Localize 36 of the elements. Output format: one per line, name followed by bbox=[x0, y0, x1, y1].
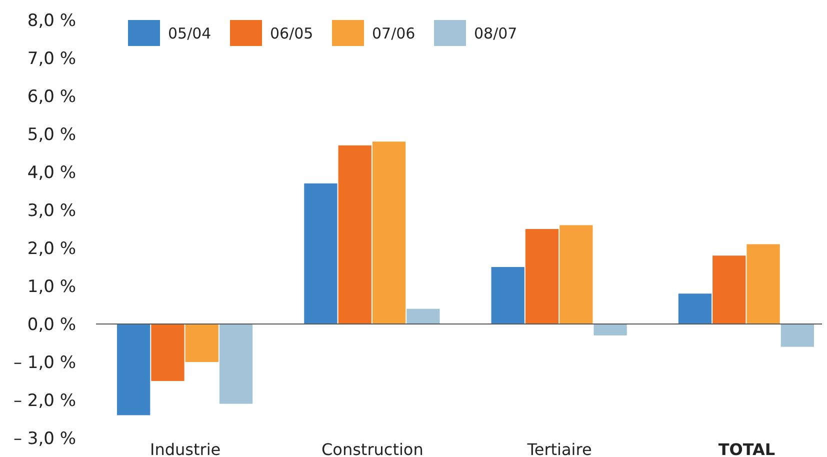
bar bbox=[678, 294, 712, 324]
bar bbox=[185, 324, 218, 362]
bar bbox=[525, 229, 559, 324]
legend-label: 08/07 bbox=[474, 24, 518, 42]
x-tick-label: Industrie bbox=[150, 440, 221, 457]
bar bbox=[304, 183, 338, 324]
y-tick-label: 4,0 % bbox=[27, 162, 76, 183]
legend-label: 07/06 bbox=[372, 24, 416, 42]
bar bbox=[338, 145, 372, 324]
bar bbox=[372, 142, 406, 324]
bar bbox=[780, 324, 814, 347]
bar bbox=[406, 308, 440, 324]
bar bbox=[117, 324, 150, 416]
y-tick-label: 0,0 % bbox=[27, 314, 76, 335]
bar bbox=[594, 324, 627, 336]
bar bbox=[219, 324, 253, 404]
x-tick-label: Construction bbox=[321, 440, 424, 457]
y-tick-label: 1,0 % bbox=[27, 276, 76, 297]
y-tick-label: 3,0 % bbox=[27, 200, 76, 221]
bar bbox=[491, 267, 524, 324]
y-tick-label: 2,0 % bbox=[27, 238, 76, 259]
bar bbox=[151, 324, 184, 381]
y-tick-label: – 1,0 % bbox=[14, 352, 76, 373]
legend-label: 05/04 bbox=[168, 24, 212, 42]
y-tick-label: – 3,0 % bbox=[14, 428, 76, 449]
y-tick-label: 8,0 % bbox=[27, 10, 76, 31]
bar bbox=[560, 225, 593, 324]
legend-label: 06/05 bbox=[270, 24, 314, 42]
y-tick-label: – 2,0 % bbox=[14, 390, 76, 411]
bar bbox=[746, 244, 780, 324]
x-tick-label: TOTAL bbox=[718, 440, 776, 457]
y-tick-label: 5,0 % bbox=[27, 124, 76, 145]
x-tick-label: Tertiaire bbox=[526, 440, 592, 457]
y-tick-label: 7,0 % bbox=[27, 48, 76, 69]
y-tick-label: 6,0 % bbox=[27, 86, 76, 107]
bar bbox=[712, 256, 746, 324]
